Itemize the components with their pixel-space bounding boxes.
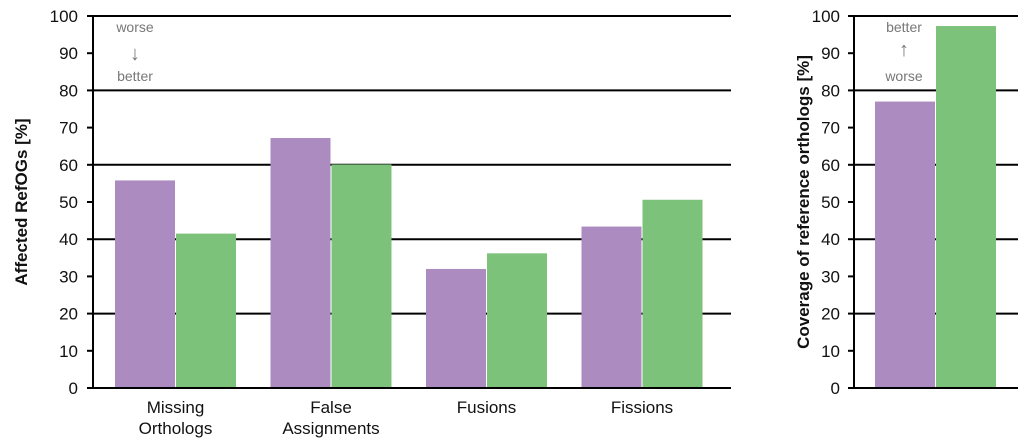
y-axis-title: Coverage of reference orthologs [%] bbox=[794, 55, 813, 349]
category-label: False bbox=[310, 398, 352, 417]
y-tick-label: 80 bbox=[59, 81, 78, 100]
y-tick-label: 50 bbox=[821, 193, 840, 212]
bar-0-0-0 bbox=[115, 180, 175, 388]
y-tick-label: 70 bbox=[59, 119, 78, 138]
category-label: Fusions bbox=[457, 398, 517, 417]
bar-0-3-1 bbox=[642, 199, 703, 388]
y-tick-label: 100 bbox=[50, 7, 78, 26]
y-tick-label: 80 bbox=[821, 81, 840, 100]
y-tick-label: 90 bbox=[821, 44, 840, 63]
y-axis-title: Affected RefOGs [%] bbox=[12, 118, 31, 285]
annotation-top-label: better bbox=[886, 19, 922, 35]
bar-1-0-1 bbox=[936, 26, 996, 388]
y-tick-label: 60 bbox=[59, 156, 78, 175]
y-tick-label: 50 bbox=[59, 193, 78, 212]
y-tick-label: 20 bbox=[59, 305, 78, 324]
bar-1-0-0 bbox=[875, 101, 935, 388]
category-label: Missing bbox=[147, 398, 205, 417]
y-tick-label: 40 bbox=[59, 230, 78, 249]
bar-0-1-1 bbox=[331, 164, 392, 388]
y-tick-label: 100 bbox=[812, 7, 840, 26]
bar-0-3-0 bbox=[581, 226, 642, 388]
y-tick-label: 40 bbox=[821, 230, 840, 249]
y-tick-label: 0 bbox=[69, 379, 78, 398]
category-label: Fissions bbox=[611, 398, 673, 417]
y-tick-label: 90 bbox=[59, 44, 78, 63]
annotation-arrow-icon: ↑ bbox=[899, 39, 909, 61]
annotation-top-label: worse bbox=[115, 19, 154, 35]
annotation-bottom-label: better bbox=[117, 68, 153, 84]
y-tick-label: 10 bbox=[821, 342, 840, 361]
y-tick-label: 70 bbox=[821, 119, 840, 138]
bar-0-0-1 bbox=[176, 233, 236, 388]
bar-0-2-1 bbox=[487, 253, 547, 388]
bar-0-2-0 bbox=[426, 268, 486, 388]
category-label: Orthologs bbox=[139, 419, 213, 438]
annotation-bottom-label: worse bbox=[884, 68, 923, 84]
y-tick-label: 60 bbox=[821, 156, 840, 175]
annotation-arrow-icon: ↓ bbox=[130, 43, 140, 65]
y-tick-label: 0 bbox=[831, 379, 840, 398]
y-tick-label: 30 bbox=[821, 267, 840, 286]
y-tick-label: 30 bbox=[59, 267, 78, 286]
y-tick-label: 10 bbox=[59, 342, 78, 361]
category-label: Assignments bbox=[282, 419, 379, 438]
bar-0-1-0 bbox=[270, 138, 331, 388]
y-tick-label: 20 bbox=[821, 305, 840, 324]
